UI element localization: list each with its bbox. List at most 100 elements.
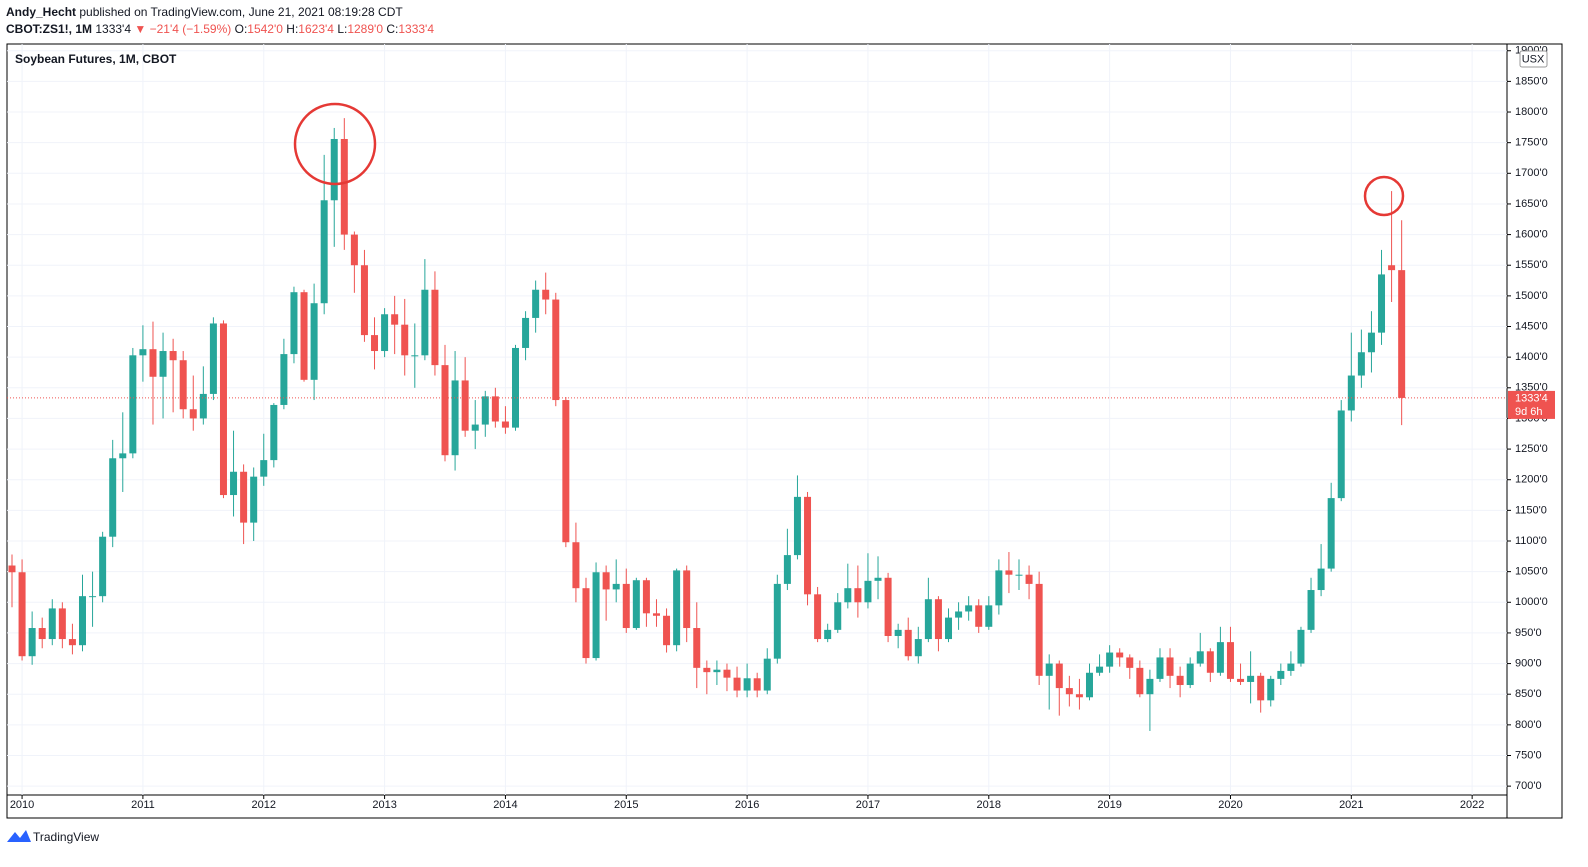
logo: TradingView bbox=[7, 830, 99, 844]
candle-body bbox=[1347, 375, 1355, 411]
x-tick-label: 2012 bbox=[252, 799, 276, 811]
candle-body bbox=[522, 317, 530, 348]
axes: 700'0 750'0 800'0 850'0 900'0 950'0 1000'0 1050… bbox=[7, 45, 1555, 811]
candle-body bbox=[1015, 574, 1023, 576]
logo-icon bbox=[7, 830, 31, 842]
candle-body bbox=[1216, 642, 1224, 673]
candle-body bbox=[1237, 678, 1245, 682]
candle-body bbox=[1025, 574, 1033, 584]
candle-body bbox=[149, 349, 157, 377]
l: 1289'0 bbox=[347, 22, 383, 36]
candle-body bbox=[230, 471, 238, 496]
y-tick-label: 1700'0 bbox=[1515, 167, 1548, 179]
candle-body bbox=[1267, 678, 1275, 701]
candle-body bbox=[874, 577, 882, 581]
x-tick-label: 2013 bbox=[372, 799, 396, 811]
candle-body bbox=[371, 335, 379, 352]
candle-body bbox=[360, 265, 368, 336]
header: Andy_Hecht published on TradingView.com,… bbox=[6, 4, 434, 38]
candle-body bbox=[1257, 675, 1265, 701]
candle-body bbox=[1065, 688, 1073, 695]
candle-body bbox=[401, 324, 409, 356]
x-tick-label: 2020 bbox=[1218, 799, 1242, 811]
candle-body bbox=[250, 476, 258, 523]
y-tick-label: 1400'0 bbox=[1515, 351, 1548, 363]
y-tick-label: 800'0 bbox=[1515, 719, 1542, 731]
y-tick-label: 750'0 bbox=[1515, 749, 1542, 761]
grid bbox=[7, 44, 1507, 795]
c-label: C: bbox=[386, 22, 399, 36]
y-tick-label: 1000'0 bbox=[1515, 596, 1548, 608]
h-label: H: bbox=[286, 22, 299, 36]
candle-body bbox=[1378, 274, 1386, 333]
candle-body bbox=[793, 496, 801, 556]
x-tick-label: 2022 bbox=[1460, 799, 1484, 811]
candle-body bbox=[1085, 672, 1093, 698]
candle-body bbox=[481, 396, 489, 425]
candle-body bbox=[179, 360, 187, 410]
candle-body bbox=[854, 588, 862, 603]
candle-body bbox=[129, 355, 137, 454]
candle-body bbox=[894, 629, 902, 636]
candle-body bbox=[743, 678, 751, 691]
candle-body bbox=[280, 354, 288, 405]
candle-body bbox=[924, 599, 932, 640]
candle-body bbox=[350, 234, 358, 266]
x-tick-label: 2018 bbox=[977, 799, 1001, 811]
candle-body bbox=[290, 292, 298, 355]
candle-body bbox=[642, 580, 650, 614]
candle-body bbox=[1367, 332, 1375, 353]
y-tick-label: 1450'0 bbox=[1515, 320, 1548, 332]
candle-body bbox=[240, 471, 248, 523]
candle-body bbox=[451, 380, 459, 456]
candle-body bbox=[1206, 651, 1214, 673]
candle-body bbox=[169, 351, 177, 361]
candle-body bbox=[844, 588, 852, 603]
candle-body bbox=[89, 596, 97, 598]
candle-body bbox=[884, 577, 892, 636]
candle-body bbox=[501, 421, 509, 428]
candle-body bbox=[945, 617, 953, 640]
candle-body bbox=[914, 639, 922, 657]
published: published on TradingView.com, June 21, 2… bbox=[79, 5, 403, 19]
candle-body bbox=[58, 608, 66, 640]
y-tick-label: 1100'0 bbox=[1515, 535, 1547, 547]
candle-body bbox=[1075, 694, 1083, 698]
candle-body bbox=[1357, 352, 1365, 376]
candle-body bbox=[1247, 675, 1255, 682]
candle-body bbox=[985, 605, 993, 627]
frame bbox=[6, 43, 1563, 819]
candle-body bbox=[975, 605, 983, 627]
candle-body bbox=[612, 583, 620, 590]
x-tick-label: 2019 bbox=[1097, 799, 1121, 811]
y-tick-label: 950'0 bbox=[1515, 627, 1542, 639]
change: ▼ −21'4 (−1.59%) bbox=[134, 22, 232, 36]
x-tick-label: 2021 bbox=[1339, 799, 1363, 811]
candle-body bbox=[582, 588, 590, 659]
candle-body bbox=[1196, 651, 1204, 664]
candle-body bbox=[723, 669, 731, 678]
candle-body bbox=[381, 314, 389, 352]
l-label: L: bbox=[337, 22, 348, 36]
candle-body bbox=[99, 536, 107, 597]
candle-body bbox=[391, 314, 399, 325]
candle-body bbox=[1337, 410, 1345, 499]
currency: USX bbox=[1522, 53, 1545, 65]
candle-body bbox=[1045, 663, 1053, 676]
candle-body bbox=[814, 594, 822, 640]
candle-body bbox=[562, 400, 570, 543]
candle-body bbox=[441, 365, 449, 456]
candle-body bbox=[1035, 583, 1043, 676]
candle-body bbox=[824, 629, 832, 640]
candle-body bbox=[552, 299, 560, 401]
currency-box bbox=[1519, 50, 1548, 68]
candle-body bbox=[1226, 642, 1234, 679]
y-tick-label: 1600'0 bbox=[1515, 228, 1548, 240]
candle-body bbox=[189, 409, 197, 419]
candle-body bbox=[8, 565, 16, 573]
candle-body bbox=[864, 580, 872, 603]
candle-body bbox=[300, 292, 308, 380]
candle-body bbox=[38, 628, 46, 640]
candle-body bbox=[1388, 265, 1396, 271]
